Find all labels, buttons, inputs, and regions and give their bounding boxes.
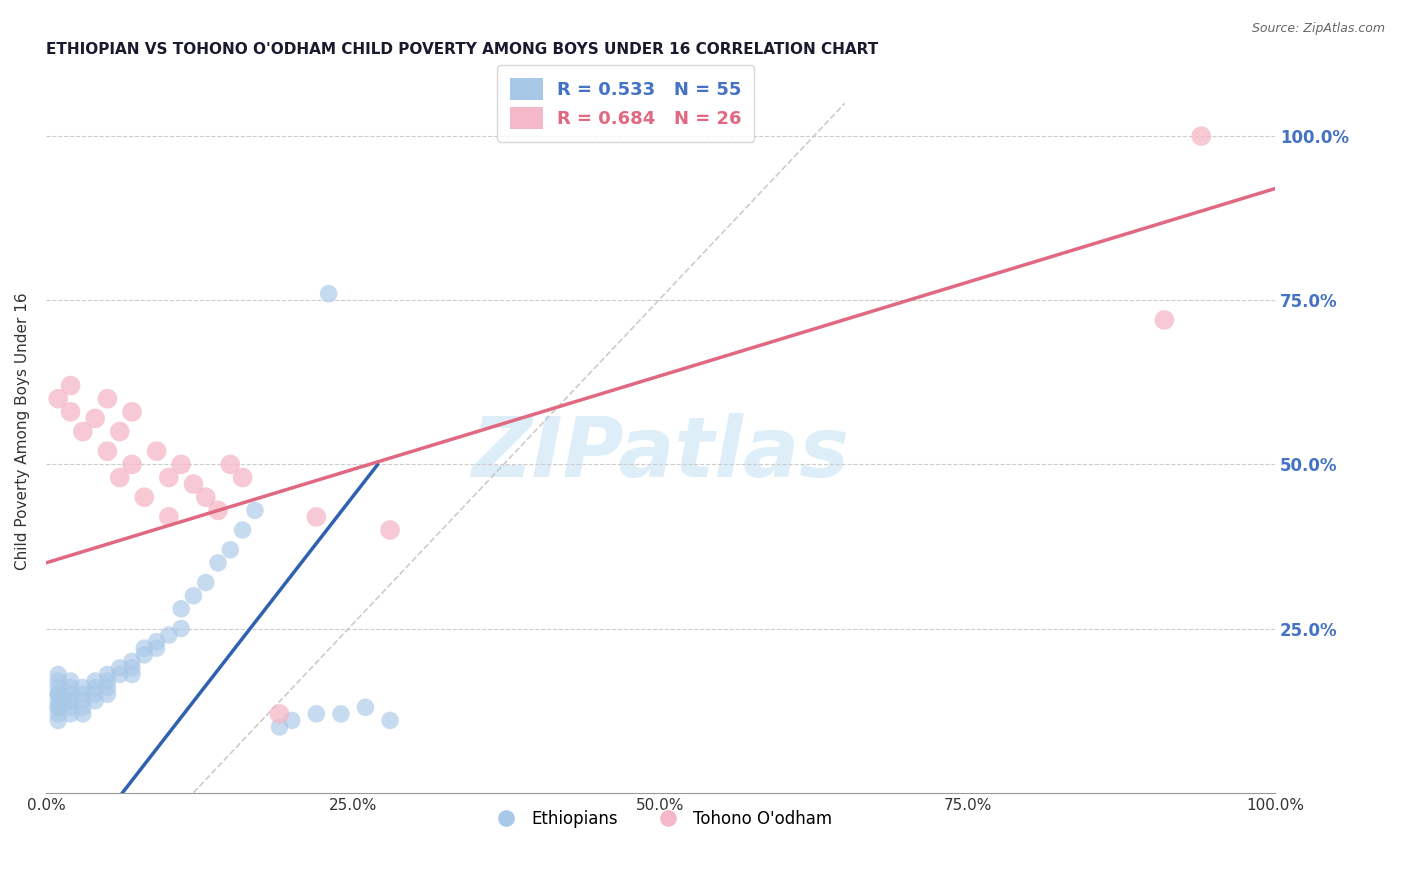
Point bbox=[183, 477, 205, 491]
Point bbox=[46, 687, 69, 701]
Point bbox=[46, 700, 69, 714]
Point bbox=[59, 694, 82, 708]
Point bbox=[96, 392, 118, 406]
Point bbox=[121, 654, 143, 668]
Point bbox=[59, 687, 82, 701]
Point bbox=[243, 503, 266, 517]
Point bbox=[183, 589, 205, 603]
Point bbox=[96, 687, 118, 701]
Point bbox=[207, 556, 229, 570]
Point bbox=[108, 470, 131, 484]
Point bbox=[134, 490, 156, 504]
Point bbox=[108, 667, 131, 681]
Point bbox=[134, 648, 156, 662]
Point bbox=[59, 700, 82, 714]
Point bbox=[96, 444, 118, 458]
Point bbox=[108, 425, 131, 439]
Legend: Ethiopians, Tohono O'odham: Ethiopians, Tohono O'odham bbox=[482, 804, 838, 835]
Point bbox=[281, 714, 304, 728]
Point bbox=[1153, 313, 1175, 327]
Point bbox=[305, 509, 328, 524]
Point bbox=[72, 425, 94, 439]
Point bbox=[121, 667, 143, 681]
Point bbox=[329, 706, 352, 721]
Point bbox=[121, 661, 143, 675]
Point bbox=[46, 667, 69, 681]
Point bbox=[378, 523, 401, 537]
Point bbox=[84, 411, 107, 425]
Point bbox=[219, 458, 242, 472]
Point bbox=[318, 286, 340, 301]
Point bbox=[121, 458, 143, 472]
Point bbox=[378, 714, 401, 728]
Point bbox=[170, 622, 193, 636]
Point bbox=[157, 509, 180, 524]
Text: ETHIOPIAN VS TOHONO O'ODHAM CHILD POVERTY AMONG BOYS UNDER 16 CORRELATION CHART: ETHIOPIAN VS TOHONO O'ODHAM CHILD POVERT… bbox=[46, 42, 879, 57]
Point bbox=[96, 667, 118, 681]
Point bbox=[72, 700, 94, 714]
Point bbox=[46, 700, 69, 714]
Point bbox=[72, 694, 94, 708]
Point bbox=[46, 694, 69, 708]
Point bbox=[232, 470, 254, 484]
Point bbox=[46, 392, 69, 406]
Y-axis label: Child Poverty Among Boys Under 16: Child Poverty Among Boys Under 16 bbox=[15, 293, 30, 570]
Point bbox=[108, 661, 131, 675]
Point bbox=[59, 378, 82, 392]
Point bbox=[59, 405, 82, 419]
Point bbox=[134, 641, 156, 656]
Point bbox=[96, 681, 118, 695]
Text: ZIPatlas: ZIPatlas bbox=[471, 413, 849, 493]
Point bbox=[72, 706, 94, 721]
Point bbox=[219, 542, 242, 557]
Point bbox=[46, 687, 69, 701]
Point bbox=[46, 681, 69, 695]
Point bbox=[46, 706, 69, 721]
Point bbox=[59, 706, 82, 721]
Point bbox=[84, 673, 107, 688]
Point bbox=[194, 575, 217, 590]
Point bbox=[170, 458, 193, 472]
Point bbox=[145, 634, 167, 648]
Point bbox=[269, 706, 291, 721]
Point bbox=[59, 681, 82, 695]
Point bbox=[59, 673, 82, 688]
Point bbox=[145, 641, 167, 656]
Point bbox=[305, 706, 328, 721]
Text: Source: ZipAtlas.com: Source: ZipAtlas.com bbox=[1251, 22, 1385, 36]
Point bbox=[72, 681, 94, 695]
Point bbox=[46, 673, 69, 688]
Point bbox=[84, 681, 107, 695]
Point bbox=[354, 700, 377, 714]
Point bbox=[194, 490, 217, 504]
Point bbox=[46, 714, 69, 728]
Point bbox=[96, 673, 118, 688]
Point bbox=[232, 523, 254, 537]
Point bbox=[1189, 129, 1212, 144]
Point bbox=[170, 602, 193, 616]
Point bbox=[121, 405, 143, 419]
Point bbox=[157, 628, 180, 642]
Point bbox=[207, 503, 229, 517]
Point bbox=[59, 694, 82, 708]
Point bbox=[84, 687, 107, 701]
Point bbox=[84, 694, 107, 708]
Point bbox=[157, 470, 180, 484]
Point bbox=[269, 720, 291, 734]
Point bbox=[72, 687, 94, 701]
Point bbox=[145, 444, 167, 458]
